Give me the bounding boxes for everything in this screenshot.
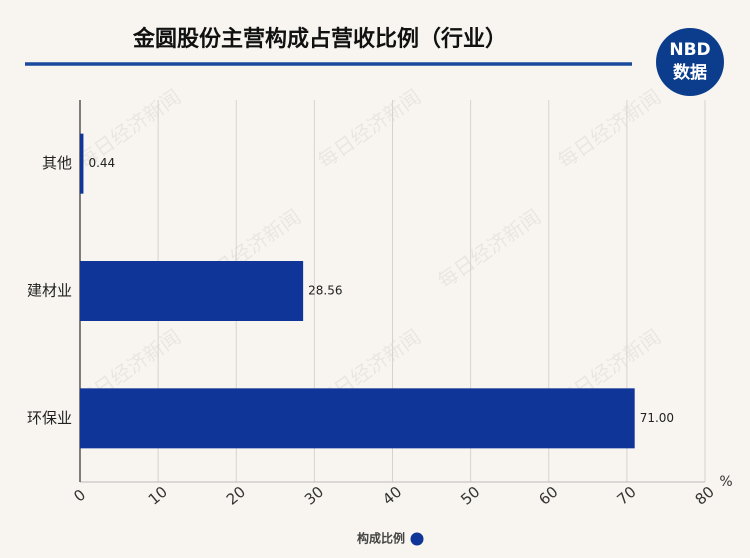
y-tick-label: 其他 [42, 154, 72, 172]
value-label: 0.44 [88, 156, 115, 170]
x-unit: % [719, 474, 732, 490]
logo-top: NBD [669, 40, 710, 60]
y-tick-label: 环保业 [27, 409, 72, 427]
bar [80, 261, 304, 321]
chart-title: 金圆股份主营构成占营收比例（行业） [132, 26, 507, 52]
value-label: 71.00 [640, 411, 674, 425]
bar [80, 133, 84, 194]
legend-swatch [410, 532, 424, 546]
value-label: 28.56 [308, 284, 342, 298]
bar [80, 388, 635, 449]
logo: NBD 数据 [656, 28, 724, 96]
logo-circle [656, 28, 724, 96]
logo-bottom: 数据 [673, 62, 707, 83]
y-tick-label: 建材业 [27, 282, 72, 300]
legend-label: 构成比例 [357, 531, 405, 546]
